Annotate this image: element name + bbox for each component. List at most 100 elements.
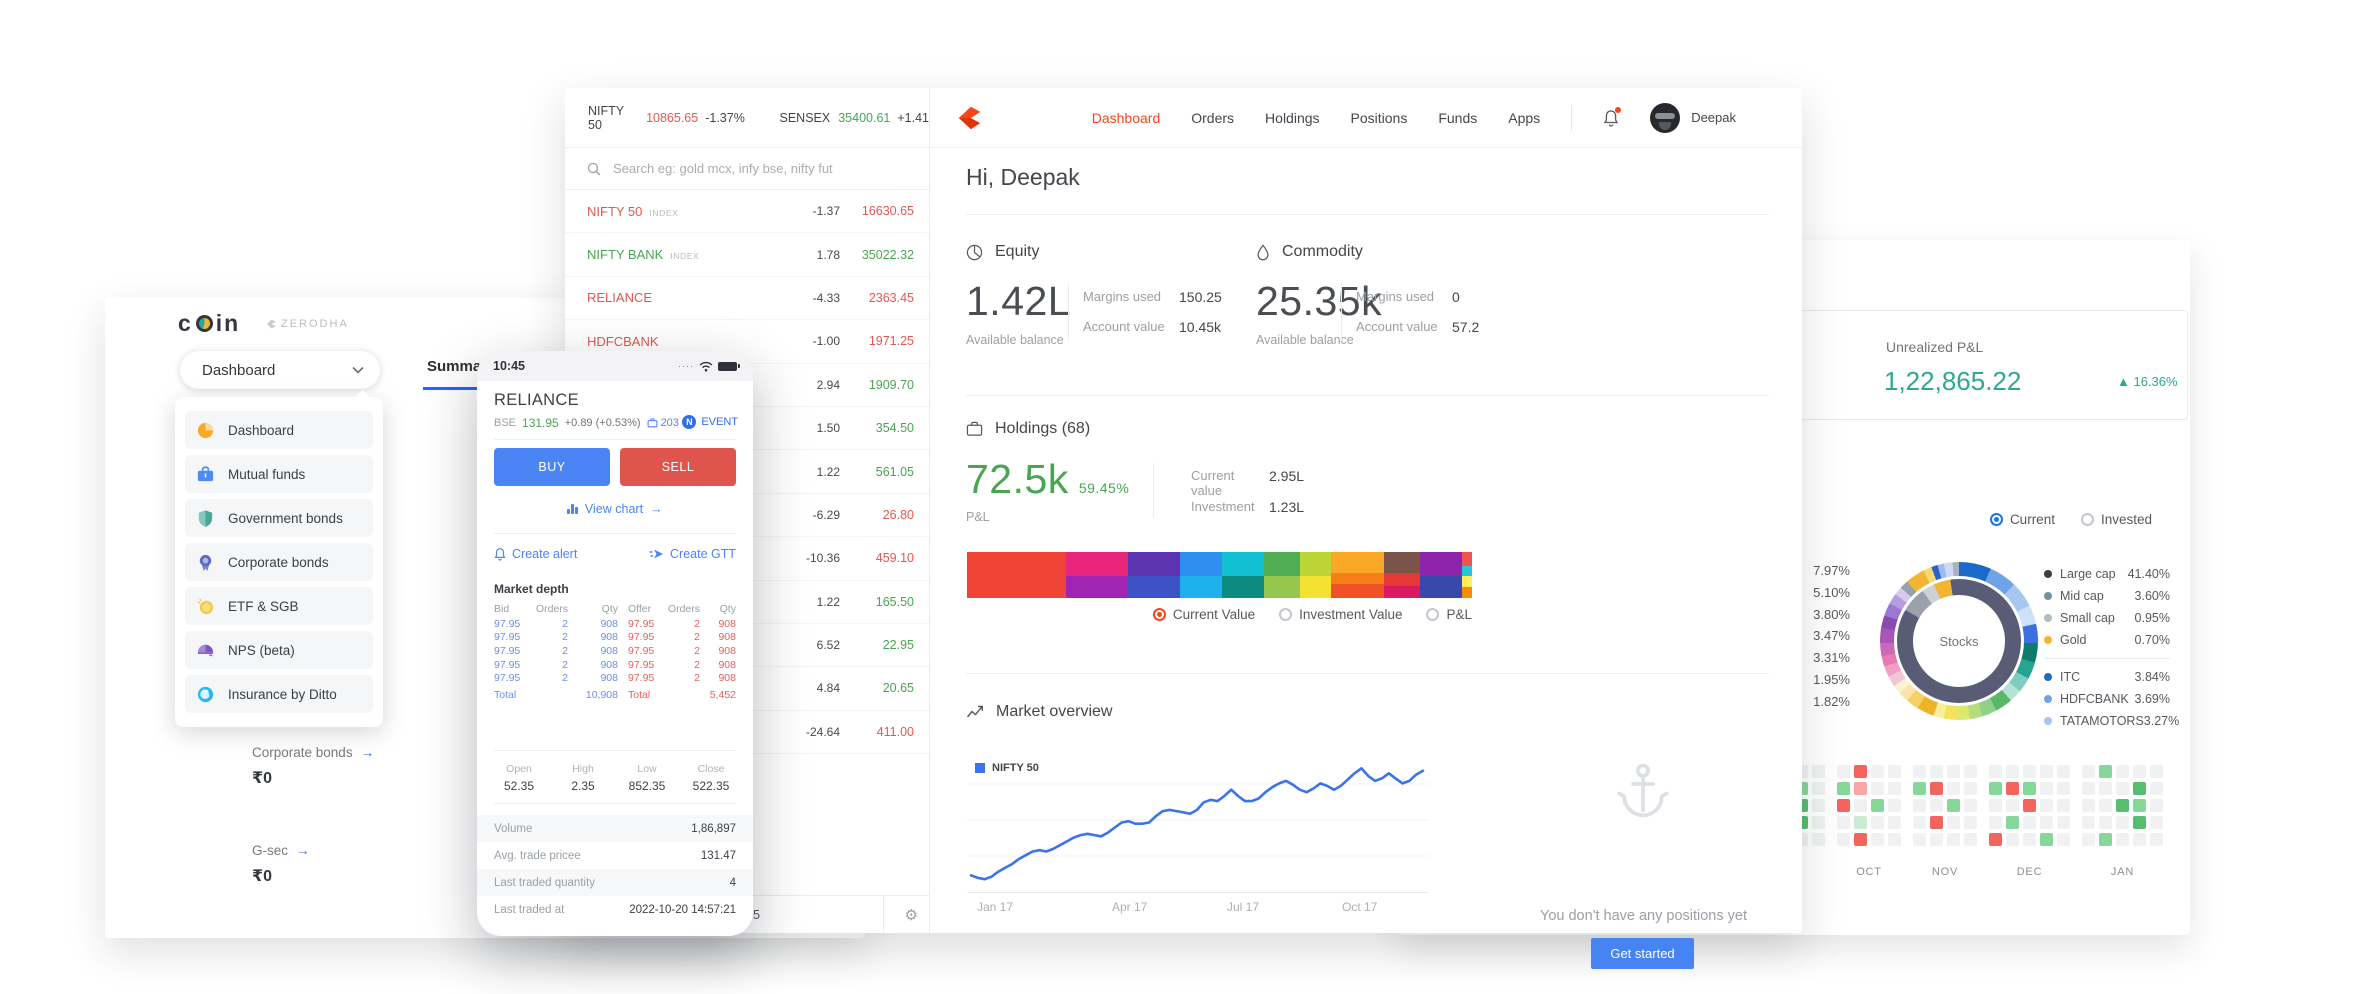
gear-icon[interactable]: ⚙ bbox=[904, 906, 918, 924]
sell-button[interactable]: SELL bbox=[620, 448, 736, 486]
heatmap-cell bbox=[1989, 799, 2002, 812]
treemap-cell bbox=[1263, 575, 1301, 598]
last-price: 561.05 bbox=[875, 464, 914, 479]
nav-item-positions[interactable]: Positions bbox=[1350, 109, 1408, 126]
heatmap-cell bbox=[2040, 799, 2053, 812]
radio-current[interactable]: Current bbox=[1989, 512, 2055, 527]
coin-nav-dropdown-button[interactable]: Dashboard bbox=[180, 351, 380, 389]
gsec-value: ₹0 bbox=[252, 868, 273, 885]
heatmap-cell bbox=[2099, 782, 2112, 795]
heatmap-cell bbox=[1964, 765, 1977, 778]
heatmap-month-dec: DEC bbox=[1989, 765, 2070, 878]
watchlist-row[interactable]: NIFTY BANK INDEX 1.78 35022.32 bbox=[565, 233, 929, 277]
heatmap-cell bbox=[1989, 765, 2002, 778]
heatmap-cell bbox=[1930, 833, 1943, 846]
treemap-column bbox=[1331, 552, 1384, 598]
commodity-margins-row: Margins used 0 bbox=[1356, 289, 1460, 305]
tab-summary-underline bbox=[423, 387, 485, 390]
menu-item-etf-sgb[interactable]: ETF & SGB bbox=[185, 587, 373, 625]
radio-icon bbox=[1426, 608, 1440, 621]
ohlc-open: Open 52.35 bbox=[487, 763, 551, 793]
sensex-label: SENSEX bbox=[779, 110, 831, 125]
bid-cell: 2 bbox=[562, 658, 568, 671]
radio-current-value[interactable]: Current Value bbox=[1152, 607, 1255, 622]
user-menu[interactable]: Deepak bbox=[1650, 102, 1736, 133]
heatmap-cell bbox=[1913, 816, 1926, 829]
heatmap-cell bbox=[2023, 833, 2036, 846]
treemap-cell bbox=[1383, 572, 1420, 586]
nav-item-orders[interactable]: Orders bbox=[1191, 109, 1235, 126]
notifications-bell-icon[interactable] bbox=[1603, 106, 1622, 127]
equity-section-header: Equity bbox=[966, 243, 1039, 261]
last-price: 165.50 bbox=[875, 594, 914, 609]
menu-item-government-bonds[interactable]: Government bonds bbox=[185, 499, 373, 537]
ohlc-value: 52.35 bbox=[503, 779, 535, 793]
net-change: 2.94 bbox=[816, 377, 840, 392]
heatmap-month-jan: JAN bbox=[2082, 765, 2163, 878]
menu-item-dashboard[interactable]: Dashboard bbox=[185, 411, 373, 449]
nav-item-apps[interactable]: Apps bbox=[1508, 109, 1541, 126]
account-value-value: 10.45k bbox=[1179, 319, 1222, 335]
radio-investment-value[interactable]: Investment Value bbox=[1279, 607, 1402, 622]
menu-item-nps-beta[interactable]: NPS (beta) bbox=[185, 631, 373, 669]
legend-label: Small cap bbox=[2060, 611, 2115, 625]
radio-p-l[interactable]: P&L bbox=[1426, 607, 1472, 622]
treemap-column bbox=[967, 552, 1066, 598]
gsec-link[interactable]: G-sec → bbox=[252, 843, 310, 858]
kite-topbar: NIFTY 50 10865.65 -1.37% SENSEX 35400.61… bbox=[565, 88, 1802, 148]
buy-button[interactable]: BUY bbox=[494, 448, 610, 486]
radio-selected-icon bbox=[1989, 513, 2003, 526]
x-tick-label: Jul 17 bbox=[1227, 900, 1260, 914]
pnl-calendar-heatmap: OCT NOV DEC JAN bbox=[1795, 765, 2163, 878]
legend-row-hdfcbank: HDFCBANK 3.69% bbox=[2044, 688, 2170, 710]
treemap-cell bbox=[1461, 552, 1472, 566]
bid-cell: 2 bbox=[562, 617, 568, 630]
legend-dot bbox=[2044, 717, 2052, 725]
stat-label: Last traded at bbox=[494, 903, 565, 916]
heatmap-cell bbox=[1913, 833, 1926, 846]
menu-item-insurance-by-ditto[interactable]: Insurance by Ditto bbox=[185, 675, 373, 713]
get-started-button[interactable]: Get started bbox=[1591, 938, 1694, 969]
heatmap-cell bbox=[1871, 833, 1884, 846]
offer-cell: 2 bbox=[694, 658, 700, 671]
allocation-percent: 7.97% bbox=[1813, 563, 1850, 578]
signal-icon: ···· bbox=[678, 361, 694, 371]
kite-logo-icon[interactable] bbox=[955, 88, 983, 147]
heatmap-cell bbox=[1947, 833, 1960, 846]
heatmap-cell bbox=[1947, 816, 1960, 829]
corporate-bonds-value: ₹0 bbox=[252, 770, 273, 787]
radio-invested[interactable]: Invested bbox=[2080, 512, 2152, 527]
watchlist-tab-5[interactable]: 5 bbox=[753, 907, 760, 922]
bottombar-divider bbox=[883, 896, 884, 933]
search-input[interactable] bbox=[613, 161, 914, 176]
net-change: -1.00 bbox=[812, 334, 840, 349]
depth-header-row: Bid Orders Qty Offer Orders Qty bbox=[494, 600, 736, 617]
stat-value: 131.47 bbox=[700, 849, 736, 862]
current-invested-radiogroup: Current Invested bbox=[1989, 512, 2152, 527]
nav-item-dashboard[interactable]: Dashboard bbox=[1091, 109, 1161, 126]
heatmap-cell bbox=[1854, 782, 1867, 795]
menu-item-corporate-bonds[interactable]: Corporate bonds bbox=[185, 543, 373, 581]
menu-item-mutual-funds[interactable]: Mutual funds bbox=[185, 455, 373, 493]
event-badge[interactable]: N EVENT bbox=[682, 415, 738, 429]
watchlist-row[interactable]: RELIANCE -4.33 2363.45 bbox=[565, 277, 929, 321]
view-chart-link[interactable]: View chart → bbox=[477, 502, 753, 516]
corporate-bonds-link[interactable]: Corporate bonds → bbox=[252, 745, 374, 760]
offer-cell: 908 bbox=[718, 644, 736, 657]
nav-item-holdings[interactable]: Holdings bbox=[1265, 109, 1320, 126]
create-gtt-link[interactable]: Create GTT bbox=[649, 547, 736, 561]
legend-label: NIFTY 50 bbox=[992, 762, 1039, 774]
create-alert-link[interactable]: Create alert bbox=[494, 547, 577, 561]
heatmap-cell bbox=[2082, 782, 2095, 795]
medal-icon bbox=[196, 553, 215, 572]
watchlist-row[interactable]: NIFTY 50 INDEX -1.37 16630.65 bbox=[565, 190, 929, 234]
heatmap-cell bbox=[2150, 782, 2163, 795]
legend-value: 0.95% bbox=[2134, 611, 2170, 625]
positions-message: You don't have any positions yet bbox=[1540, 908, 1747, 924]
legend-value: 3.60% bbox=[2134, 589, 2170, 603]
coin-logo-text-c: c bbox=[178, 310, 193, 336]
nav-item-funds[interactable]: Funds bbox=[1438, 109, 1478, 126]
radio-label: Invested bbox=[2100, 512, 2152, 527]
corporate-bonds-label: Corporate bonds bbox=[252, 745, 353, 760]
kite-nav: Dashboard Orders Holdings Positions Funds App… bbox=[983, 88, 1802, 147]
